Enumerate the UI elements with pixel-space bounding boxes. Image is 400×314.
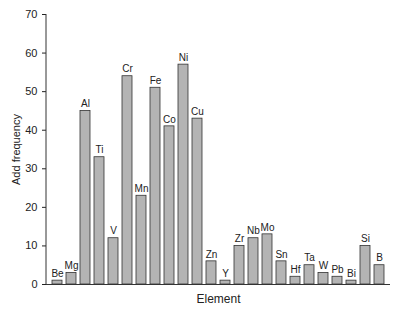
svg-text:Al: Al <box>81 98 90 109</box>
svg-text:Hf: Hf <box>291 264 301 275</box>
svg-text:30: 30 <box>25 162 37 174</box>
svg-text:Fe: Fe <box>150 75 162 86</box>
svg-text:Element: Element <box>196 292 241 306</box>
svg-text:Zr: Zr <box>235 233 245 244</box>
svg-text:50: 50 <box>25 85 37 97</box>
svg-text:Ta: Ta <box>304 252 315 263</box>
svg-text:Cr: Cr <box>122 63 133 74</box>
svg-text:Si: Si <box>361 233 370 244</box>
svg-text:Bi: Bi <box>347 268 356 279</box>
svg-text:Mo: Mo <box>261 222 275 233</box>
svg-text:Y: Y <box>222 268 229 279</box>
svg-text:Ti: Ti <box>96 144 104 155</box>
svg-text:70: 70 <box>25 8 37 20</box>
svg-text:20: 20 <box>25 201 37 213</box>
svg-text:60: 60 <box>25 47 37 59</box>
svg-text:V: V <box>110 225 117 236</box>
svg-text:W: W <box>319 260 329 271</box>
svg-text:Mn: Mn <box>135 183 149 194</box>
svg-text:Mg: Mg <box>65 260 79 271</box>
svg-text:Ni: Ni <box>179 52 188 63</box>
svg-text:Pb: Pb <box>331 264 344 275</box>
svg-text:10: 10 <box>25 239 37 251</box>
svg-text:Cu: Cu <box>191 106 204 117</box>
svg-text:0: 0 <box>31 278 37 290</box>
svg-text:Co: Co <box>163 114 176 125</box>
svg-text:Be: Be <box>51 268 64 279</box>
svg-text:40: 40 <box>25 124 37 136</box>
svg-text:B: B <box>376 252 383 263</box>
svg-text:Nb: Nb <box>247 225 260 236</box>
svg-text:Zn: Zn <box>206 249 218 260</box>
svg-text:Sn: Sn <box>275 249 287 260</box>
svg-text:Add frequency: Add frequency <box>10 114 22 185</box>
